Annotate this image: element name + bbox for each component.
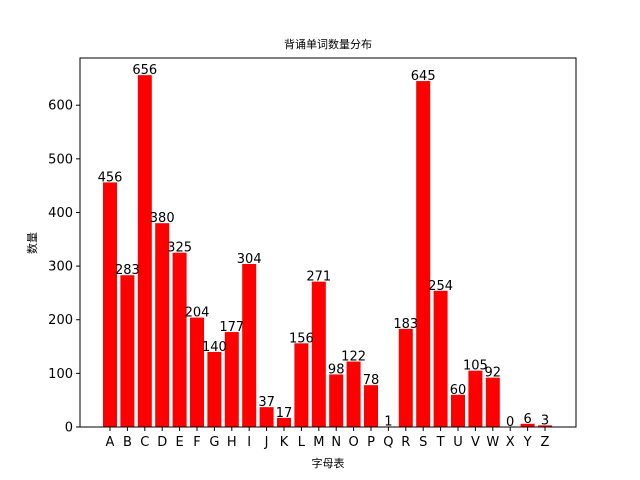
data-label-R: 183 xyxy=(393,317,418,332)
x-tick-label: M xyxy=(313,435,324,450)
x-tick-label: D xyxy=(157,435,167,450)
y-tick-label: 100 xyxy=(48,367,73,382)
bar-B xyxy=(120,275,135,427)
bar-D xyxy=(155,223,170,427)
data-label-N: 98 xyxy=(328,362,345,377)
bar-T xyxy=(433,290,448,427)
data-label-E: 325 xyxy=(167,241,192,256)
data-label-I: 304 xyxy=(237,252,262,267)
bar-E xyxy=(172,252,187,427)
bar-J xyxy=(259,407,274,427)
bar-O xyxy=(346,361,361,427)
bar-W xyxy=(485,377,500,427)
data-label-H: 177 xyxy=(219,320,244,335)
data-label-K: 17 xyxy=(276,406,293,421)
data-label-Z: 3 xyxy=(541,413,549,428)
x-tick-label: R xyxy=(401,435,410,450)
bar-R xyxy=(398,328,413,427)
y-tick-label: 200 xyxy=(48,313,73,328)
x-tick-label: Q xyxy=(383,435,393,450)
x-tick-label: W xyxy=(486,435,499,450)
x-tick-label: Y xyxy=(523,435,532,450)
data-label-P: 78 xyxy=(363,373,380,388)
y-tick-label: 600 xyxy=(48,99,73,114)
x-tick-label: E xyxy=(175,435,183,450)
data-label-S: 645 xyxy=(411,69,436,84)
x-tick-label: O xyxy=(348,435,358,450)
data-label-J: 37 xyxy=(258,395,275,410)
x-tick-label: J xyxy=(264,435,269,450)
x-tick-label: A xyxy=(106,435,115,450)
bar-Y xyxy=(520,423,535,427)
bar-S xyxy=(416,81,431,427)
x-tick-label: Z xyxy=(541,435,550,450)
y-tick-label: 400 xyxy=(48,206,73,221)
x-tick-label: T xyxy=(436,435,445,450)
x-tick-label: C xyxy=(140,435,149,450)
bar-Z xyxy=(538,425,552,427)
data-label-F: 204 xyxy=(185,306,210,321)
y-tick-label: 300 xyxy=(48,260,73,275)
x-tick-label: S xyxy=(419,435,427,450)
x-tick-label: K xyxy=(280,435,289,450)
bar-C xyxy=(137,75,152,428)
bar-U xyxy=(451,394,465,427)
data-label-V: 105 xyxy=(463,359,488,374)
data-label-M: 271 xyxy=(306,270,331,285)
bar-L xyxy=(294,343,309,427)
data-label-Y: 6 xyxy=(523,412,531,427)
x-tick-label: L xyxy=(298,435,306,450)
data-label-D: 380 xyxy=(150,211,175,226)
y-tick-label: 0 xyxy=(65,421,73,436)
data-label-Q: 1 xyxy=(384,414,392,429)
x-tick-label: X xyxy=(506,435,515,450)
data-label-U: 60 xyxy=(450,383,467,398)
x-tick-label: I xyxy=(247,435,251,450)
bars xyxy=(103,75,552,428)
data-label-O: 122 xyxy=(341,350,366,365)
bar-K xyxy=(277,417,291,427)
x-tick-label: B xyxy=(123,435,132,450)
data-label-W: 92 xyxy=(485,366,502,381)
bar-H xyxy=(224,332,239,427)
bar-A xyxy=(103,182,117,427)
y-tick-label: 500 xyxy=(48,152,73,167)
bar-labels: 4562836563803252041401773043717156271981… xyxy=(98,63,550,430)
x-tick-label: H xyxy=(227,435,237,450)
y-axis: 0 100 200 300 400 500 600 xyxy=(48,99,80,436)
data-label-T: 254 xyxy=(428,279,453,294)
bar-F xyxy=(190,317,204,427)
x-tick-label: P xyxy=(367,435,375,450)
data-label-A: 456 xyxy=(98,170,123,185)
data-label-B: 283 xyxy=(115,263,140,278)
bar-M xyxy=(311,281,326,427)
data-label-G: 140 xyxy=(202,340,227,355)
x-tick-label: U xyxy=(453,435,463,450)
y-axis-label: 数量 xyxy=(26,232,39,254)
bar-N xyxy=(329,374,344,427)
bar-P xyxy=(364,385,378,427)
bar-G xyxy=(207,351,222,427)
data-label-L: 156 xyxy=(289,331,314,346)
bar-V xyxy=(468,370,483,427)
data-label-C: 656 xyxy=(132,63,157,78)
x-tick-label: V xyxy=(471,435,480,450)
data-label-X: 0 xyxy=(506,415,514,430)
x-tick-label: G xyxy=(209,435,219,450)
chart-title: 背诵单词数量分布 xyxy=(284,37,372,51)
x-axis-label: 字母表 xyxy=(312,456,345,470)
bar-I xyxy=(242,263,257,427)
plot-frame xyxy=(79,57,577,428)
x-tick-label: N xyxy=(331,435,341,450)
x-tick-label: F xyxy=(193,435,200,450)
